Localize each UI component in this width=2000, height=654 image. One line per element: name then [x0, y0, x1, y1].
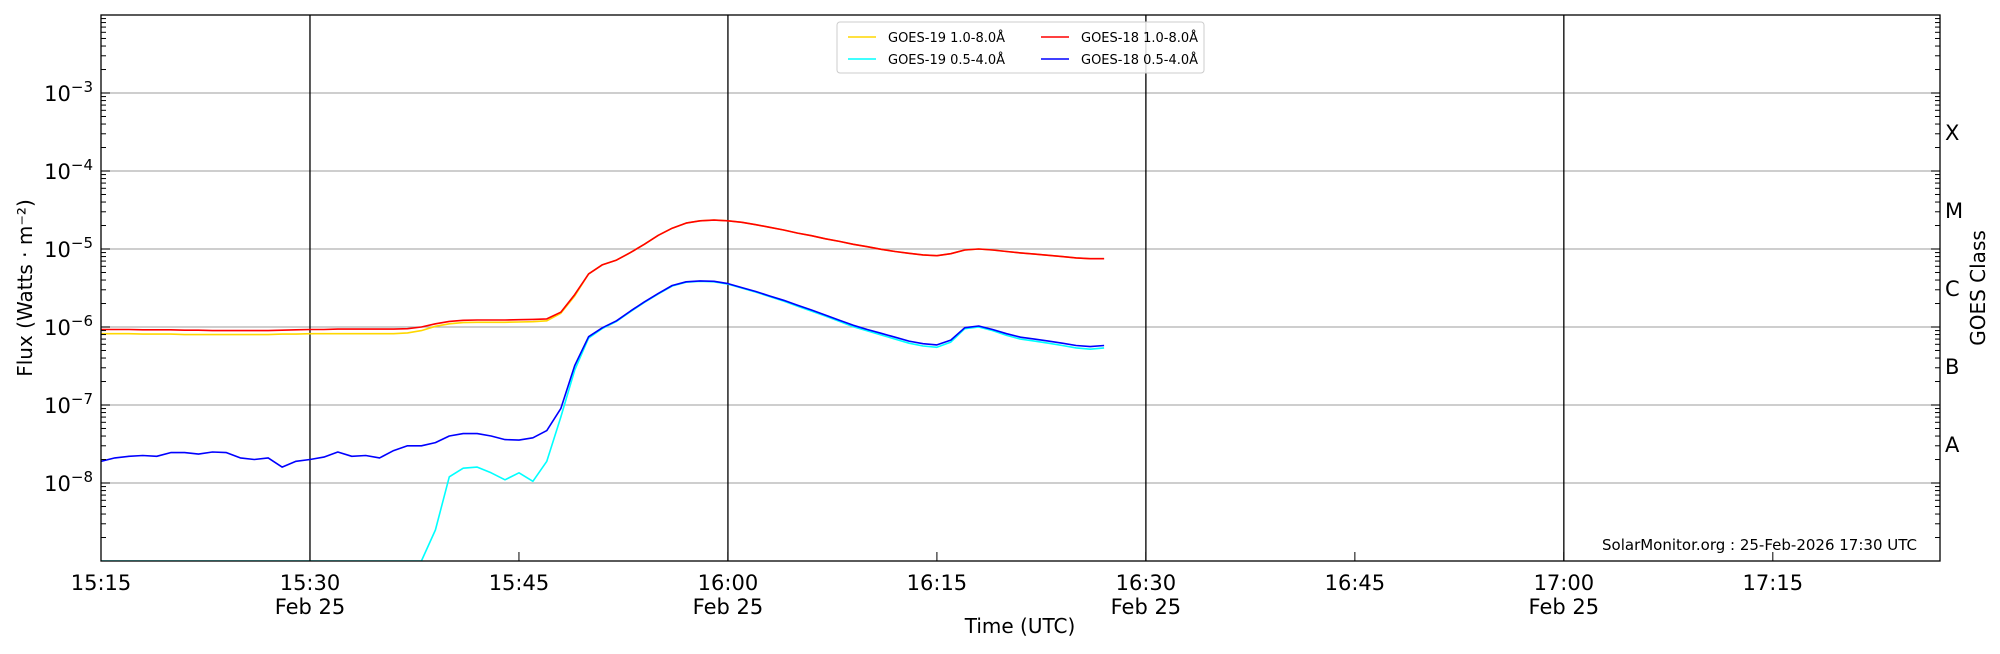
goes-class-label: X: [1945, 121, 1959, 145]
y-tick-label: 10−6: [44, 312, 93, 340]
x-tick-label: 15:30: [280, 571, 341, 595]
goes-class-label: C: [1945, 277, 1960, 301]
y-tick-label: 10−8: [44, 468, 93, 496]
x-tick-date-label: Feb 25: [1529, 595, 1600, 619]
x-tick-label: 17:00: [1534, 571, 1595, 595]
goes-class-label: B: [1945, 355, 1959, 379]
legend-label: GOES-18 1.0-8.0Å: [1081, 30, 1198, 46]
x-tick-label: 16:45: [1325, 571, 1386, 595]
goes-class-label: M: [1945, 199, 1963, 223]
plot-area: [101, 219, 1105, 561]
x-tick-label: 16:00: [698, 571, 759, 595]
x-tick-label: 15:45: [489, 571, 550, 595]
legend-label: GOES-18 0.5-4.0Å: [1081, 52, 1198, 68]
legend: GOES-19 1.0-8.0Å GOES-19 0.5-4.0Å GOES-18 …: [836, 21, 1205, 74]
legend-box: [836, 21, 1205, 74]
grid: [101, 92, 1940, 484]
legend-label: GOES-19 1.0-8.0Å: [888, 30, 1005, 46]
y-axis-right-label: GOES Class: [1966, 230, 1990, 346]
x-axis-label: Time (UTC): [964, 614, 1076, 638]
y-tick-label: 10−7: [44, 390, 93, 418]
x-tick-label: 17:15: [1743, 571, 1804, 595]
x-tick-label: 16:15: [907, 571, 968, 595]
x-tick-date-label: Feb 25: [1111, 595, 1182, 619]
series-line: [101, 280, 1105, 561]
series-line: [101, 219, 1105, 336]
y-tick-label: 10−5: [44, 234, 93, 262]
x-tick-label: 16:30: [1116, 571, 1177, 595]
series-line: [101, 280, 1105, 468]
y-tick-label: 10−4: [44, 156, 93, 184]
x-tick-label: 15:15: [71, 571, 132, 595]
legend-label: GOES-19 0.5-4.0Å: [888, 52, 1005, 68]
y-tick-label: 10−3: [44, 78, 93, 106]
goes-class-label: A: [1945, 433, 1960, 457]
annotation: SolarMonitor.org : 25-Feb-2026 17:30 UTC: [1602, 536, 1917, 554]
plot-frame: [100, 14, 1941, 562]
vertical-day-lines: [309, 15, 1565, 561]
series-line: [101, 219, 1105, 332]
x-tick-date-label: Feb 25: [275, 595, 346, 619]
x-tick-date-label: Feb 25: [693, 595, 764, 619]
y-axis-label: Flux (Watts · m⁻²): [13, 199, 37, 377]
